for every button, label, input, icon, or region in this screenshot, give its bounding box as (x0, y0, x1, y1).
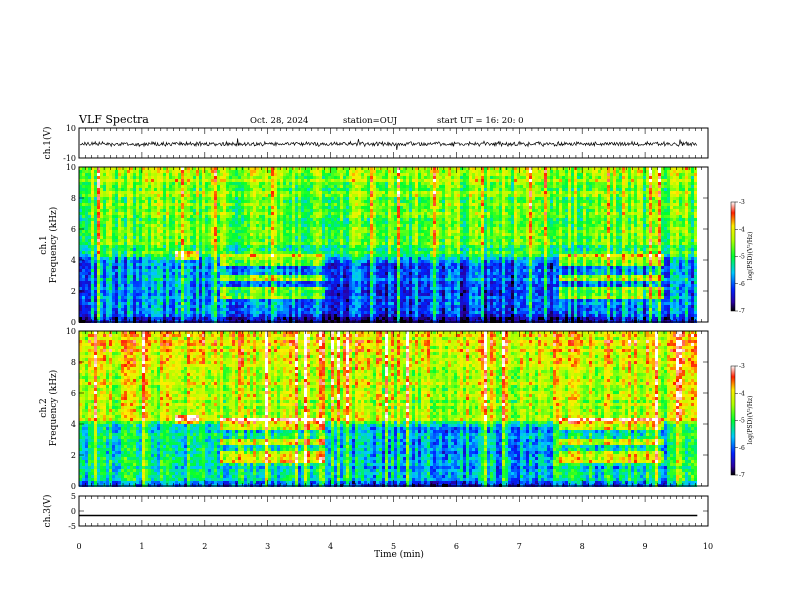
ch3-waveform-ylabel: ch.3(V) (42, 495, 53, 528)
x-axis-label: Time (min) (374, 549, 424, 560)
x-tick-label: 3 (265, 542, 270, 551)
y-tick-label: 10 (66, 163, 76, 172)
ch2-colorbar: -3 -4 -5 -6 -7 log(PSD)(V²/Hz) (730, 363, 754, 479)
colorbar-tick-label: -5 (739, 418, 745, 425)
x-tick-label: 2 (202, 542, 207, 551)
ch2-spectrogram-ylabel-frequency: Frequency (kHz) (48, 370, 59, 447)
y-tick-label: 4 (71, 420, 76, 429)
colorbar-tick-label: -7 (739, 308, 745, 315)
y-tick-label: 4 (71, 256, 76, 265)
colorbar-tick-label: -3 (739, 363, 745, 370)
x-tick-label: 9 (643, 542, 648, 551)
date-label: Oct. 28, 2024 (250, 116, 308, 126)
ch1-spectrogram-panel (78, 166, 709, 323)
y-tick-label: 2 (71, 451, 76, 460)
x-tick-label: 6 (454, 542, 459, 551)
start-time-label: start UT = 16: 20: 0 (437, 116, 524, 126)
y-tick-label: 8 (71, 194, 76, 203)
y-tick-label: 10 (66, 124, 76, 133)
x-tick-label: 10 (703, 542, 713, 551)
ch1-spectrogram-ylabel-frequency: Frequency (kHz) (48, 207, 59, 284)
colorbar-tick-label: -6 (739, 281, 745, 288)
y-tick-label: 0 (71, 318, 76, 327)
colorbar-tick-label: -4 (739, 226, 745, 233)
ch1-spectrogram-heatmap (79, 167, 708, 323)
figure-title: VLF Spectra (78, 113, 149, 126)
y-tick-label: 0 (71, 482, 76, 491)
colorbar-tick-label: -3 (739, 199, 745, 206)
y-tick-label: 2 (71, 287, 76, 296)
y-tick-label: 8 (71, 358, 76, 367)
x-tick-label: 5 (391, 542, 396, 551)
colorbar-tick-label: -6 (739, 445, 745, 452)
ch2-spectrogram-heatmap (79, 331, 708, 487)
ch2-colorbar-gradient (730, 365, 736, 476)
ch1-colorbar-gradient (730, 201, 736, 312)
ch1-spectrogram-ylabel-channel: ch.1 (39, 235, 49, 254)
colorbar-tick-label: -4 (739, 390, 745, 397)
ch1-colorbar: -3 -4 -5 -6 -7 log(PSD)(V²/Hz) (730, 199, 754, 315)
ch2-spectrogram-panel (78, 330, 709, 487)
y-tick-label: -5 (68, 522, 76, 531)
x-tick-label: 7 (517, 542, 522, 551)
y-tick-label: 6 (71, 225, 76, 234)
y-tick-label: 0 (71, 507, 76, 516)
ch1-waveform-ylabel: ch.1(V) (42, 127, 53, 160)
x-tick-label: 8 (580, 542, 585, 551)
colorbar-tick-label: -5 (739, 254, 745, 261)
y-tick-label: 5 (71, 492, 76, 501)
x-tick-label: 1 (139, 542, 144, 551)
y-tick-label: 10 (66, 327, 76, 336)
y-tick-label: -10 (63, 154, 76, 163)
colorbar-tick-label: -7 (739, 472, 745, 479)
ch1-waveform-line (79, 138, 698, 151)
y-tick-label: 6 (71, 389, 76, 398)
x-tick-label: 4 (328, 542, 333, 551)
ch2-spectrogram-ylabel-channel: ch.2 (39, 398, 49, 417)
ch2-colorbar-label: log(PSD)(V²/Hz) (747, 396, 754, 445)
ch1-colorbar-label: log(PSD)(V²/Hz) (747, 232, 754, 281)
station-label: station=OUJ (343, 116, 398, 126)
x-tick-label: 0 (76, 542, 81, 551)
